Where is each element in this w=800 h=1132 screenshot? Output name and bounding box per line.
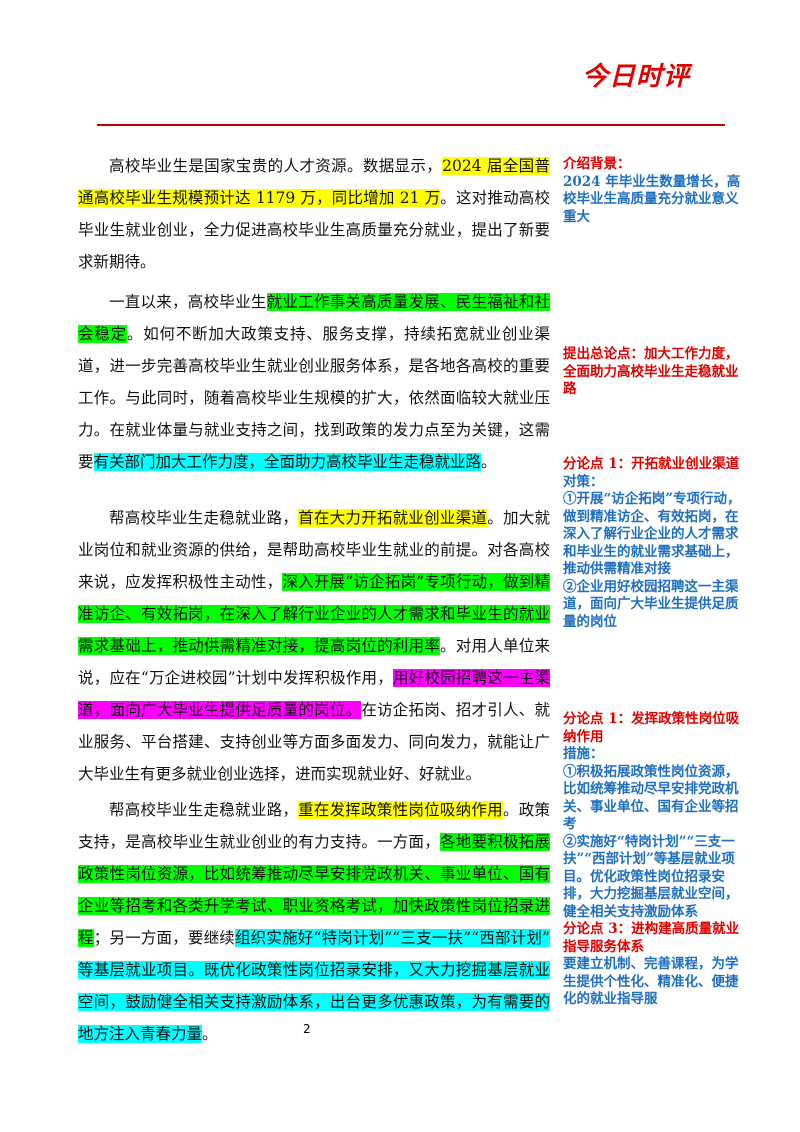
text: 帮高校毕业生走稳就业路， <box>109 509 299 527</box>
note-text: 2024 年毕业生数量增长，高校毕业生高质量充分就业意义重大 <box>563 173 741 225</box>
text: 一直以来，高校毕业生 <box>109 293 267 311</box>
margin-note: 介绍背景： 2024 年毕业生数量增长，高校毕业生高质量充分就业意义重大 <box>563 156 751 226</box>
text: 高校毕业生是国家宝贵的人才资源。数据显示， <box>109 157 443 175</box>
paragraph: 帮高校毕业生走稳就业路，重在发挥政策性岗位吸纳作用。政策支持，是高校毕业生就业创… <box>78 794 550 1050</box>
note-text: 介绍背景： <box>563 156 631 172</box>
text: 。如何不断加大政策支持、服务支撑，持续拓宽就业创业渠道，进一步完善高校毕业生就业… <box>78 325 550 471</box>
note-text: 对策： <box>563 473 604 490</box>
paragraph: 帮高校毕业生走稳就业路，首在大力开拓就业创业渠道。加大就业岗位和就业资源的供给，… <box>78 502 550 790</box>
paragraph: 高校毕业生是国家宝贵的人才资源。数据显示，2024 届全国普通高校毕业生规模预计… <box>78 150 550 278</box>
text: 。 <box>202 1025 218 1043</box>
highlighted-text: 有关部门加大工作力度，全面助力高校毕业生走稳就业路 <box>93 453 482 471</box>
text: ；另一方面，要继续 <box>93 929 235 947</box>
note-text: ①开展“访企拓岗”专项行动，做到精准访企、有效拓岗，在深入了解行业企业的人才需求… <box>563 491 741 577</box>
text: 。政策支持，是高校毕业生就业创业的有力支持。一方面， <box>78 801 550 851</box>
logo: 今日时评 <box>582 62 691 92</box>
highlighted-text: 首在大力开拓就业创业渠道 <box>298 509 488 527</box>
text: 。 <box>481 453 497 471</box>
text: 帮高校毕业生走稳就业路， <box>109 801 299 819</box>
highlighted-text: 重在发挥政策性岗位吸纳作用 <box>298 801 503 819</box>
note-text: 提出总论点：加大工作力度，全面助力高校毕业生走稳就业路 <box>563 346 739 397</box>
text: 。加大就业岗位和就业资源的供给，是帮助高校毕业生就业的前提。对各高校来说，应发挥… <box>78 509 550 591</box>
note-text: 分论点 1：发挥政策性岗位吸纳作用 <box>563 711 740 745</box>
note-text: 分论点 1：开拓就业创业渠道 <box>563 456 740 472</box>
page-number: 2 <box>303 1022 311 1036</box>
note-text: ②实施好“特岗计划”“三支一扶”“西部计划”等基层就业项目。优化政策性岗位招录安… <box>563 833 739 920</box>
text: 。对用人单位来说，应在“万企进校园”计划中发挥积极作用， <box>78 637 550 687</box>
margin-note: 分论点 1：开拓就业创业渠道 对策： ①开展“访企拓岗”专项行动，做到精准访企、有效… <box>563 456 751 631</box>
note-text: ②企业用好校园招聘这一主渠道，面向广大毕业生提供足质量的岗位 <box>563 578 739 630</box>
margin-note: 提出总论点：加大工作力度，全面助力高校毕业生走稳就业路 <box>563 346 751 399</box>
text: 在访企拓岗、招才引人、就业服务、平台搭建、支持创业等方面多面发力、同向发力，就能… <box>78 701 550 783</box>
note-text: 措施： <box>563 746 604 762</box>
note-text: 分论点 3：进构建高质量就业指导服务体系 <box>563 921 740 955</box>
note-text: ①积极拓展政策性岗位资源，比如统筹推动尽早安排党政机关、事业单位、国有企业等招考 <box>563 763 739 833</box>
margin-note: 分论点 1：发挥政策性岗位吸纳作用 措施： ①积极拓展政策性岗位资源，比如统筹推动尽… <box>563 711 751 1009</box>
note-text: 要建立机制、完善课程，为学生提供个性化、精准化、便捷化的就业指导服 <box>563 956 739 1007</box>
paragraph: 一直以来，高校毕业生就业工作事关高质量发展、民生福祉和社会稳定。如何不断加大政策… <box>78 286 550 478</box>
text: 。这对推动高校毕业生就业创业，全力促进高校毕业生高质量充分就业，提出了新要求新期… <box>78 189 550 271</box>
header-rule <box>97 124 725 126</box>
